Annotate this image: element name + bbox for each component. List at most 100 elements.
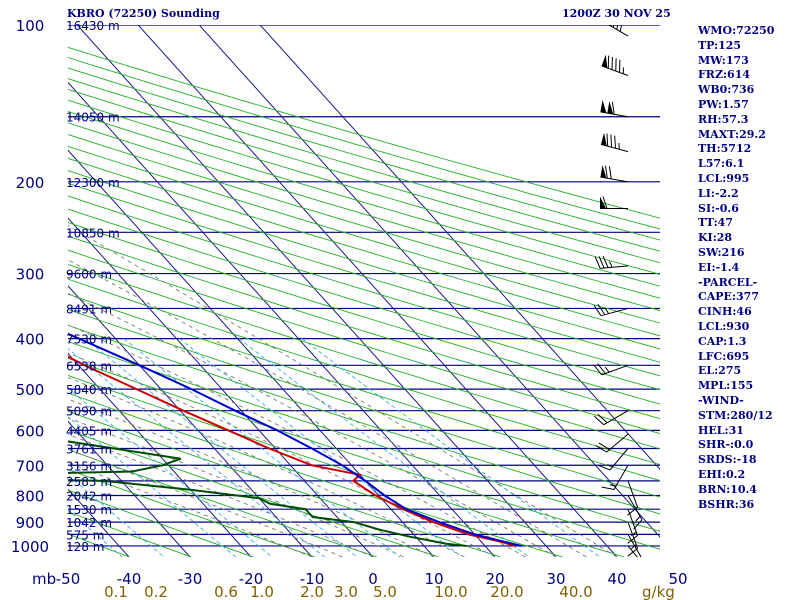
height-label: 6538 m <box>66 359 112 373</box>
parcel-line <box>68 332 522 547</box>
height-label: 4405 m <box>66 424 112 438</box>
wind-barb-flag <box>607 101 614 115</box>
pressure-tick-label: 300 <box>16 266 45 284</box>
mixing-ratio-tick-label: 2.0 <box>300 583 324 600</box>
plot-area <box>0 25 660 557</box>
wind-barb-staff <box>627 521 639 549</box>
moist-adiabat-line <box>68 448 343 557</box>
wind-barb-half <box>604 308 610 314</box>
wind-barb-full <box>602 196 608 209</box>
index-value: L57:6.1 <box>698 157 745 171</box>
pressure-tick-label: 400 <box>16 331 45 349</box>
height-label: 16430 m <box>66 19 120 33</box>
index-value: TT:47 <box>698 216 733 230</box>
wind-barb-full <box>606 133 609 147</box>
pressure-tick-label: 500 <box>16 381 45 399</box>
height-label: 2042 m <box>66 489 112 503</box>
wind-barb-flag <box>608 25 609 26</box>
moist-adiabat-line <box>68 462 313 557</box>
dry-adiabat-line <box>68 88 660 264</box>
wind-barb-full <box>602 255 609 268</box>
index-value: FRZ:614 <box>698 68 751 82</box>
index-value: RH:57.3 <box>698 112 749 126</box>
index-value: CINH:46 <box>698 305 752 319</box>
index-value: CAPE:377 <box>698 290 759 304</box>
mixing-ratio-line <box>84 338 358 557</box>
isotherm-line <box>198 25 660 538</box>
wind-barb-staff <box>627 509 639 536</box>
wind-barb-full <box>594 256 601 269</box>
dry-adiabat-line <box>68 489 254 557</box>
dry-adiabat-line <box>68 235 660 420</box>
pressure-tick-label: 100 <box>16 17 45 35</box>
mixing-ratio-line <box>68 348 325 557</box>
wind-barb-staff <box>627 495 643 520</box>
wind-barb-full <box>597 413 608 424</box>
mixing-ratio-line <box>68 387 273 557</box>
dry-adiabat-line <box>68 293 660 482</box>
dry-adiabat-line <box>68 145 660 324</box>
wind-barb-staff <box>601 65 629 76</box>
height-label: 9600 m <box>66 268 112 282</box>
mixing-ratio-tick-label: 5.0 <box>373 583 397 600</box>
wind-barb-half <box>606 464 613 468</box>
isotherm-line <box>68 352 252 557</box>
pressure-tick-label: 800 <box>16 487 45 505</box>
index-value: LCL:995 <box>698 171 750 185</box>
index-value: STM:280/12 <box>698 408 773 422</box>
height-label: 2583 m <box>66 475 112 489</box>
station-title: KBRO (72250) Sounding <box>67 7 220 20</box>
wind-barb-full <box>627 548 638 557</box>
index-value: MW:173 <box>698 53 749 67</box>
index-value: SHR-:0.0 <box>698 438 754 452</box>
dry-adiabat-line <box>68 410 501 557</box>
pressure-tick-label: 600 <box>16 422 45 440</box>
moist-adiabat-line <box>68 377 465 557</box>
wind-barb-full <box>608 166 612 179</box>
mixing-ratio-tick-label: 0.1 <box>104 583 128 600</box>
temperature-tick-label: -20 <box>239 570 264 588</box>
temperature-tick-label: -50 <box>56 570 81 588</box>
dry-adiabat-line <box>68 157 660 337</box>
dry-adiabat-line <box>68 110 660 287</box>
wind-barb-staff <box>600 265 629 269</box>
dry-adiabat-line <box>68 468 316 557</box>
mixing-ratio-line <box>123 338 401 557</box>
dry-adiabat-line <box>68 182 660 363</box>
height-label: 14050 m <box>66 111 120 125</box>
index-value: CAP:1.3 <box>698 334 747 348</box>
temperature-tick-label: -30 <box>178 570 203 588</box>
wind-barb-flag <box>601 54 608 68</box>
wind-barb-half <box>630 544 637 549</box>
isotherm-line <box>0 25 7 557</box>
dry-adiabat-line <box>68 57 660 230</box>
isotherm-line <box>68 149 435 557</box>
dry-adiabat-line <box>68 511 192 557</box>
index-value: -WIND- <box>698 393 744 407</box>
mixing-ratio-tick-label: 0.2 <box>144 583 168 600</box>
wind-barb-full <box>611 101 615 115</box>
wind-barb-half <box>619 25 622 32</box>
dry-adiabat-line <box>68 341 660 532</box>
index-value: EI:-1.4 <box>698 260 740 274</box>
isotherm-line <box>68 285 313 557</box>
pressure-tick-label: 1000 <box>11 538 49 556</box>
dry-adiabat-line <box>68 278 660 466</box>
wind-barb-staff <box>600 307 629 317</box>
height-label: 3156 m <box>66 459 112 473</box>
height-label: 7530 m <box>66 333 112 347</box>
mixing-ratio-unit-label: g/kg <box>642 583 675 600</box>
height-label: 128 m <box>66 540 104 554</box>
index-value: SW:216 <box>698 245 745 259</box>
wind-barb-staff <box>606 433 629 453</box>
wind-barb-full <box>593 304 602 316</box>
moist-adiabat-line <box>68 225 618 557</box>
wind-barb-flag <box>600 100 607 113</box>
height-label: 12300 m <box>66 176 120 190</box>
mixing-ratio-tick-label: 40.0 <box>559 583 592 600</box>
isotherm-line <box>76 25 557 557</box>
isotherm-line <box>68 556 69 557</box>
index-value: MPL:155 <box>698 379 754 393</box>
height-label: 1042 m <box>66 516 112 530</box>
wind-barb-full <box>593 415 605 426</box>
